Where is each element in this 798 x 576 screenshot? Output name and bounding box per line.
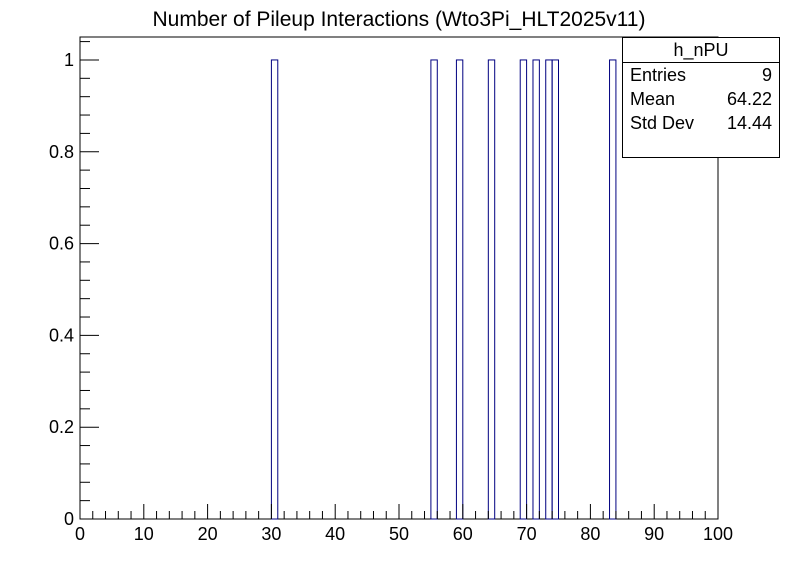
stats-stddev-value: 14.44 xyxy=(726,113,772,133)
chart-title: Number of Pileup Interactions (Wto3Pi_HL… xyxy=(152,8,646,31)
stats-mean-value: 64.22 xyxy=(726,89,772,109)
x-tick-label: 10 xyxy=(134,524,154,544)
stats-entries-label: Entries xyxy=(630,65,687,85)
x-tick-label: 50 xyxy=(389,524,409,544)
y-tick-label: 0.8 xyxy=(49,142,74,162)
x-tick-label: 90 xyxy=(644,524,664,544)
histogram-bin xyxy=(609,59,617,520)
histogram-bin xyxy=(270,59,279,520)
y-tick-label: 0.2 xyxy=(49,417,74,437)
x-tick-label: 80 xyxy=(580,524,600,544)
histogram-bin xyxy=(532,59,540,520)
stats-entries-row: Entries 9 xyxy=(623,63,779,87)
stats-mean-label: Mean xyxy=(630,89,676,109)
y-tick-label: 1 xyxy=(64,50,74,70)
histogram-bin xyxy=(487,59,496,520)
histogram-bin xyxy=(545,59,553,520)
x-tick-label: 40 xyxy=(325,524,345,544)
x-tick-label: 60 xyxy=(453,524,473,544)
x-tick-label: 100 xyxy=(703,524,733,544)
y-tick-label: 0.6 xyxy=(49,234,74,254)
histogram-bin xyxy=(551,59,559,520)
stats-stddev-label: Std Dev xyxy=(630,113,695,133)
y-tick-label: 0 xyxy=(64,509,74,529)
stats-mean-row: Mean 64.22 xyxy=(623,87,779,111)
histogram-bin xyxy=(455,59,464,520)
x-tick-label: 30 xyxy=(261,524,281,544)
histogram-bin xyxy=(519,59,528,520)
y-tick-label: 0.4 xyxy=(49,325,74,345)
stats-entries-value: 9 xyxy=(761,65,772,85)
stats-stddev-row: Std Dev 14.44 xyxy=(623,111,779,135)
x-tick-label: 0 xyxy=(75,524,85,544)
stats-box: h_nPU Entries 9 Mean 64.22 Std Dev 14.44 xyxy=(622,37,780,158)
stats-box-title: h_nPU xyxy=(623,38,779,63)
x-tick-label: 20 xyxy=(198,524,218,544)
x-tick-label: 70 xyxy=(517,524,537,544)
histogram-bin xyxy=(430,59,438,520)
